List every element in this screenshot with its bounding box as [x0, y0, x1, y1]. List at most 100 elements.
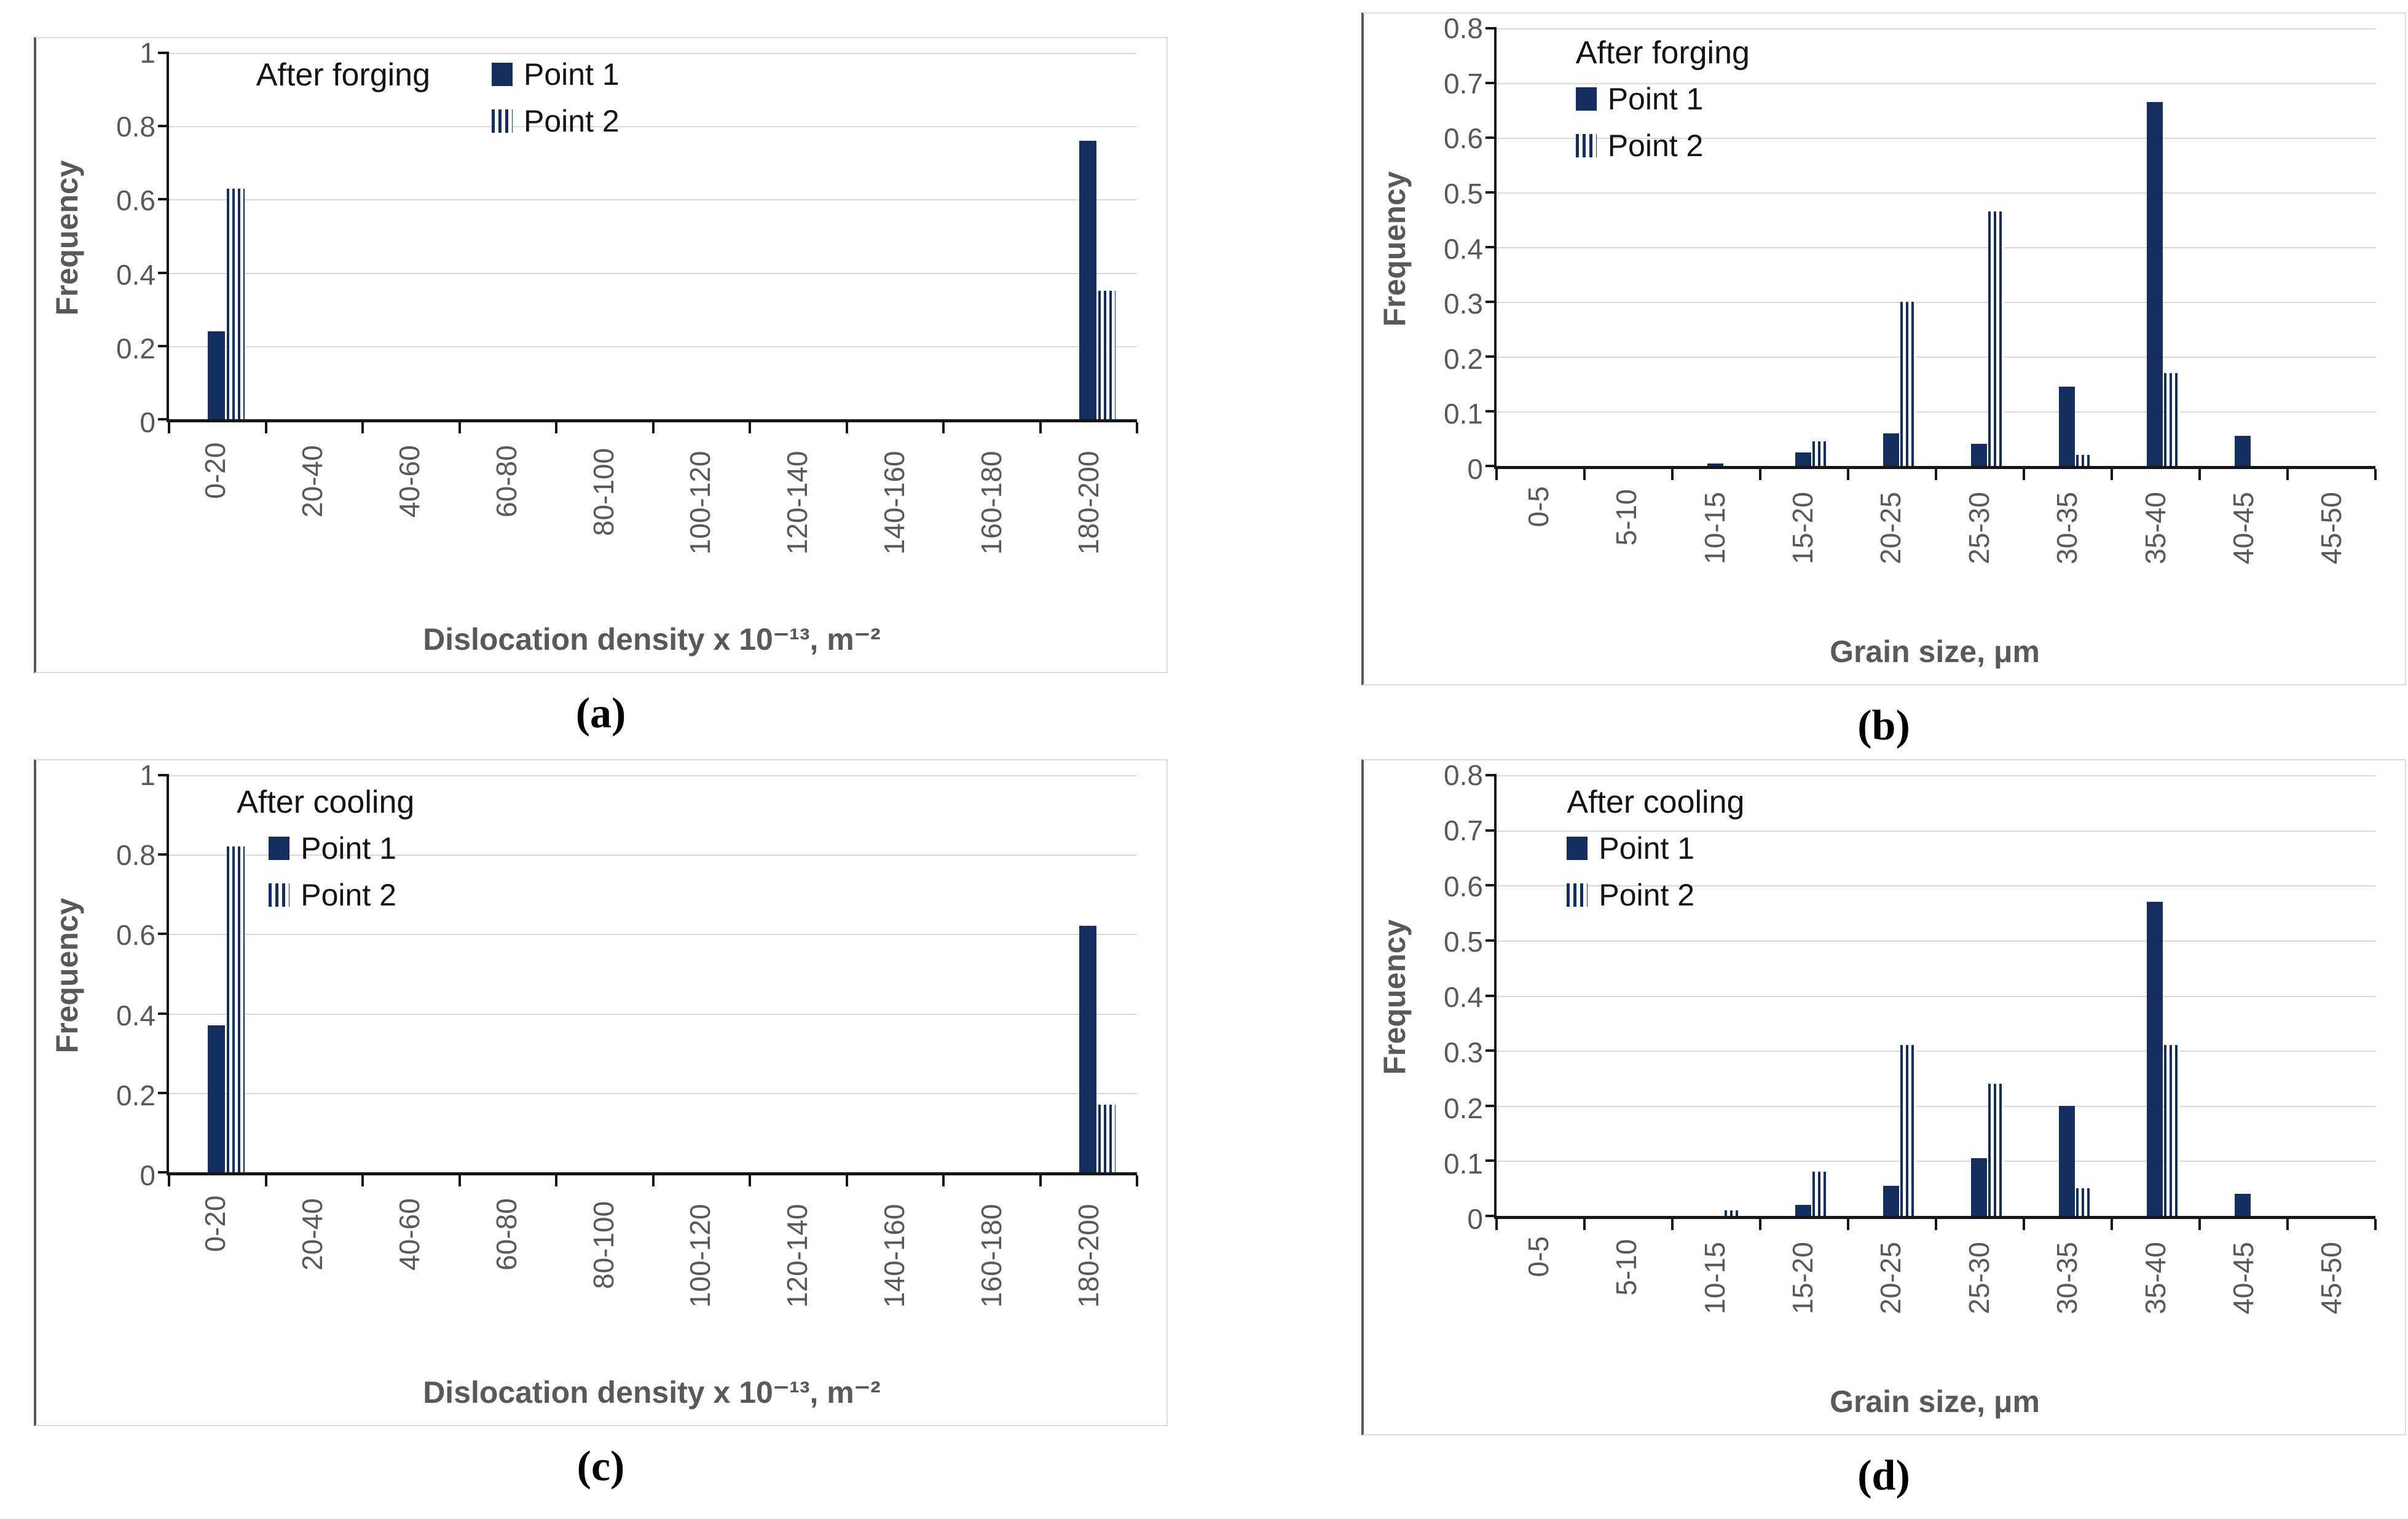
y-tick-label: 1: [140, 37, 155, 69]
bar-point2-35-40: [2164, 1045, 2181, 1216]
legend: Point 1 Point 2: [269, 831, 414, 913]
x-tick-mark: [845, 422, 848, 433]
y-tick-label: 0.1: [1444, 398, 1483, 430]
y-tick-label: 0.6: [1444, 870, 1483, 902]
x-tick-label: 25-30: [1962, 1242, 1995, 1314]
bar-group-45-50: [2288, 775, 2375, 1216]
legend-label-point1: Point 1: [301, 831, 396, 866]
x-tick-cell: 0-5: [1494, 469, 1582, 527]
x-tick-cell: 40-60: [361, 422, 458, 518]
chart-header: After cooling Point 1 Point 2: [237, 784, 414, 913]
x-tick-mark: [1136, 1175, 1138, 1186]
x-tick-cell: 40-60: [361, 1175, 458, 1271]
y-tick-label: 0: [140, 1159, 155, 1191]
x-tick-mark: [168, 1175, 170, 1186]
x-tick-cell: 20-40: [264, 422, 361, 518]
y-tick-mark: [1485, 1104, 1497, 1107]
x-tick-label: 45-50: [2315, 1242, 2348, 1314]
x-tick-label: 5-10: [1610, 489, 1643, 546]
panel-d: Frequency 0.8 0.7 0.6 0.5 0.4 0.3 0.2 0.1 0 Afte…: [1361, 759, 2406, 1501]
panel-a: Frequency 1 0.8 0.6 0.4 0.2 0 After forging P…: [34, 37, 1168, 738]
bar-point2-20-25: [1900, 302, 1917, 466]
x-tick-label: 35-40: [2139, 1242, 2171, 1314]
x-tick-label: 15-20: [1786, 1242, 1819, 1314]
x-tick-mark: [2111, 1219, 2113, 1230]
bar-point1-25-30: [1971, 1158, 1987, 1216]
y-tick-mark: [158, 344, 169, 347]
y-tick-label: 0.3: [1444, 1036, 1483, 1069]
bar-group-10-15: [1672, 775, 1760, 1216]
y-tick-mark: [1485, 301, 1497, 303]
x-tick-label: 40-60: [393, 445, 425, 518]
x-tick-mark: [942, 1175, 945, 1186]
y-tick-label: 0.1: [1444, 1147, 1483, 1180]
x-tick-label: 120-140: [781, 1204, 814, 1308]
y-tick-mark: [158, 418, 169, 420]
bar-group-160-180: [943, 53, 1041, 419]
y-tick-label: 0.4: [116, 999, 155, 1032]
x-tick-label: 0-5: [1522, 1236, 1554, 1277]
chart-after-cooling-grainsize: Frequency 0.8 0.7 0.6 0.5 0.4 0.3 0.2 0.1 0 Afte…: [1361, 759, 2406, 1435]
x-tick-cell: 100-120: [652, 1175, 749, 1308]
x-tick-mark: [1495, 1219, 1498, 1230]
bar-point1-20-25: [1883, 433, 1899, 466]
x-tick-cell: 160-180: [943, 1175, 1040, 1308]
x-tick-label: 10-15: [1698, 492, 1731, 564]
gridline: [1497, 411, 2375, 412]
x-tick-mark: [2111, 469, 2113, 480]
gridline: [1497, 83, 2375, 84]
x-tick-mark: [942, 422, 945, 433]
x-tick-cell: 80-100: [555, 422, 652, 536]
gridline: [1497, 885, 2375, 887]
bar-point1-10-15: [1707, 463, 1723, 466]
chart-area: Frequency 1 0.8 0.6 0.4 0.2 0 After forging P…: [40, 39, 1158, 436]
y-tick-label: 0.7: [1444, 815, 1483, 847]
x-tick-label: 100-120: [684, 1204, 717, 1308]
bar-group-35-40: [2112, 775, 2200, 1216]
chart-area: Frequency 0.8 0.7 0.6 0.5 0.4 0.3 0.2 0.1 0 Afte…: [1367, 14, 2396, 483]
y-tick-mark: [1485, 1049, 1497, 1052]
bar-point2-0-20: [227, 846, 245, 1172]
point2-striped-swatch-icon: [1575, 134, 1597, 157]
x-tick-mark: [458, 422, 461, 433]
x-tick-mark: [651, 1175, 655, 1186]
x-tick-mark: [749, 422, 751, 433]
x-axis-tick-labels: 0-20 20-40 40-60 60-80 80-100 100-120 120-140 1…: [167, 1175, 1137, 1371]
x-tick-cell: 30-35: [2023, 1219, 2111, 1314]
x-tick-label: 140-160: [878, 1204, 911, 1308]
y-tick-mark: [158, 1091, 169, 1094]
bar-point1-30-35: [2059, 386, 2075, 466]
y-tick-mark: [1485, 410, 1497, 412]
bar-point2-180-200: [1098, 1105, 1116, 1172]
point1-solid-swatch-icon: [269, 837, 290, 860]
bar-group-120-140: [750, 53, 847, 419]
x-tick-mark: [1847, 469, 1849, 480]
bars-container: [1497, 775, 2375, 1216]
x-tick-mark: [1039, 1175, 1042, 1186]
chart-header: After cooling Point 1 Point 2: [1567, 784, 1744, 913]
x-tick-mark: [2023, 469, 2025, 480]
x-tick-mark: [1039, 422, 1042, 433]
x-tick-mark: [264, 1175, 267, 1186]
x-tick-cell: 0-5: [1494, 1219, 1582, 1277]
bar-group-180-200: [1041, 775, 1138, 1172]
y-axis-tick-labels: 0.8 0.7 0.6 0.5 0.4 0.3 0.2 0.1 0: [1422, 14, 1494, 483]
x-tick-label: 0-20: [199, 1195, 231, 1252]
x-tick-cell: 35-40: [2111, 1219, 2199, 1314]
x-tick-mark: [1935, 469, 1937, 480]
y-tick-mark: [1485, 939, 1497, 942]
x-tick-mark: [1671, 1219, 1674, 1230]
x-tick-cell: 20-40: [264, 1175, 361, 1271]
y-axis-title: Frequency: [40, 53, 94, 422]
bar-point2-10-15: [1725, 1210, 1741, 1216]
y-tick-label: 0.4: [1444, 981, 1483, 1013]
x-tick-mark: [651, 422, 655, 433]
x-tick-mark: [845, 1175, 848, 1186]
x-tick-cell: 40-45: [2199, 469, 2287, 564]
y-tick-mark: [1485, 829, 1497, 832]
chart-title: After forging: [1575, 35, 1750, 71]
x-tick-cell: 0-20: [167, 1175, 264, 1252]
gridline: [169, 126, 1137, 128]
y-tick-mark: [158, 933, 169, 936]
x-tick-label: 140-160: [878, 451, 911, 555]
